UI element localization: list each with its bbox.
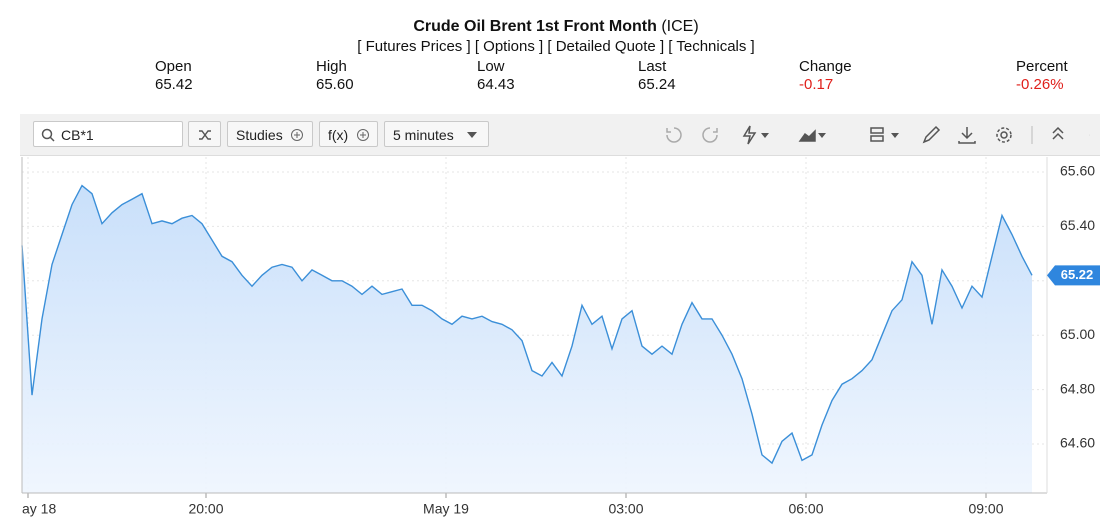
fx-text: f(x) [328,127,349,143]
quote-label: High [316,58,347,75]
settings-icon[interactable] [1000,131,1008,139]
price-tag [1047,265,1100,286]
x-tick-label: 06:00 [788,501,823,517]
collapse-icon[interactable] [1052,126,1064,140]
link[interactable]: [ Options ] [474,38,544,55]
price-tag-label: 65.22 [1061,267,1094,282]
redo-icon[interactable] [702,127,718,143]
x-tick-label: ay 18 [22,501,56,517]
quote-change: Change -0.17 [799,58,852,94]
quote-value: 65.42 [155,76,193,93]
quote-value: 65.60 [316,76,354,93]
chart-style-icon[interactable] [798,129,816,142]
symbol-input[interactable]: CB*1 [33,121,183,147]
caret [467,132,477,138]
x-tick-label: 20:00 [188,501,223,517]
quote-low: Low 64.43 [477,58,515,94]
search-icon [41,128,55,142]
quote-value: -0.17 [799,76,834,93]
link[interactable]: [ Detailed Quote ] [547,38,665,55]
studies-button[interactable]: Studies [227,121,313,147]
compare-button[interactable] [188,121,221,147]
fx-button[interactable]: f(x) [319,121,378,147]
y-tick-label: 64.60 [1060,435,1095,451]
area-fill [22,185,1032,493]
x-tick-label: 03:00 [608,501,643,517]
title-row: Crude Oil Brent 1st Front Month (ICE) [0,18,1112,36]
exchange: (ICE) [661,18,699,35]
layout-icon[interactable] [870,127,884,134]
quote-value: -0.26% [1016,76,1064,93]
y-tick-label: 65.60 [1060,163,1095,179]
interval-text: 5 minutes [393,127,454,143]
quote-label: Percent [1016,58,1068,75]
toolbar-icons [666,125,1090,145]
price-line [21,184,1033,465]
plus-icon [357,129,369,141]
studies-text: Studies [236,127,283,143]
interval-dropdown[interactable]: 5 minutes [384,121,489,147]
quote-label: Change [799,58,852,75]
link[interactable]: [ Futures Prices ] [357,38,471,55]
shuffle-icon [199,130,211,140]
quote-value: 65.24 [638,76,676,93]
y-tick-label: 65.00 [1060,326,1095,342]
quote-open: Open 65.42 [155,58,193,94]
undo-icon[interactable] [666,127,682,143]
x-tick-label: 09:00 [968,501,1003,517]
quote-value: 64.43 [477,76,515,93]
links-row: [ Futures Prices ] [ Options ] [ Detaile… [0,38,1112,55]
quote-high: High 65.60 [316,58,354,94]
symbol-text: CB*1 [61,127,94,143]
quote-last: Last 65.24 [638,58,676,94]
download-icon[interactable] [958,127,976,144]
x-tick-label: May 19 [423,501,469,517]
draw-icon[interactable] [922,125,941,144]
y-tick-label: 65.40 [1060,217,1095,233]
quote-label: Last [638,58,667,75]
events-icon[interactable] [742,125,757,145]
link[interactable]: [ Technicals ] [668,38,755,55]
toolbar: CB*1 Studies f(x) 5 minutes [20,114,1100,156]
quote-label: Open [155,58,192,75]
plus-icon [291,129,303,141]
y-tick-label: 64.80 [1060,380,1095,396]
instrument-title: Crude Oil Brent 1st Front Month [413,18,657,35]
quote-percent: Percent -0.26% [1016,58,1068,94]
quote-label: Low [477,58,505,75]
